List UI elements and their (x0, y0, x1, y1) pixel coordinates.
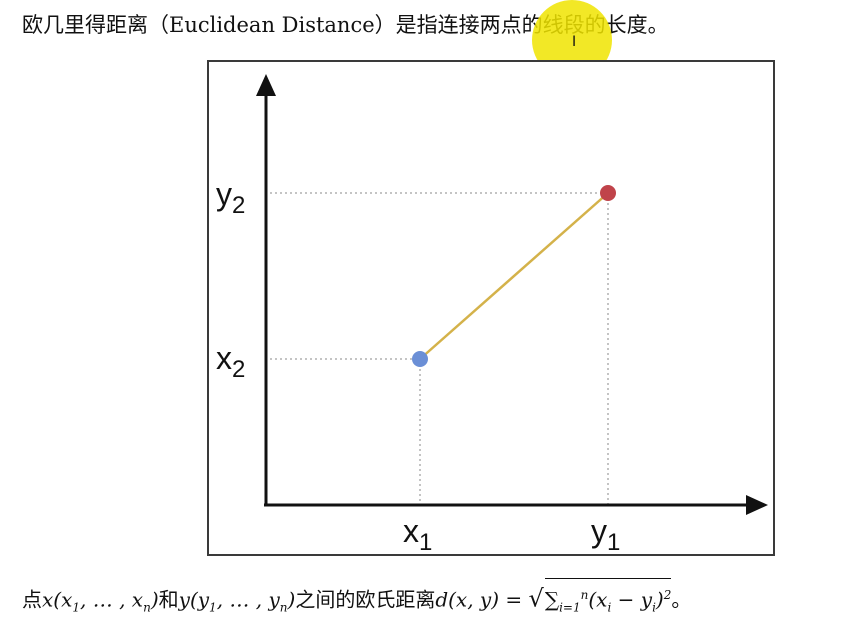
formula-x-sub1: 1 (72, 600, 81, 615)
formula-sum-sub: i=1 (559, 600, 581, 615)
formula-x-subn: n (143, 600, 151, 615)
sqrt-icon: √ (528, 584, 544, 613)
header-cn-part-2: ）是指连接两点的线段的长度。 (374, 13, 669, 37)
formula-y-close: ) (287, 587, 296, 612)
formula-and: 和 (158, 587, 179, 612)
tick-label-x2: x2 (216, 340, 245, 383)
formula-radicand: ∑i=1n(xi − yi)2 (544, 578, 672, 623)
formula-sum-sup: n (580, 588, 589, 602)
formula-inner-sub-i: i (607, 600, 612, 615)
x-axis-arrow-icon (746, 495, 768, 515)
formula-x-close: ) (150, 587, 159, 612)
formula-inner-sub-i2: i (652, 600, 656, 615)
formula-y-sub1: 1 (209, 600, 217, 615)
header-en-part: Euclidean Distance (169, 13, 375, 37)
distance-segment (419, 192, 609, 360)
formula-y-point: y(y (178, 587, 210, 612)
formula-between: 之间的欧氏距离 (295, 587, 436, 612)
formula-d-expr: d(x, y) = (435, 587, 529, 612)
formula-prefix: 点 (22, 587, 42, 612)
header-text: 欧几里得距离（Euclidean Distance）是指连接两点的线段的长度。 (22, 10, 669, 40)
formula-inner-minus: − y (611, 587, 653, 612)
formula-inner: (x (588, 587, 608, 612)
tick-label-x1: x1 (403, 513, 432, 556)
point-y (600, 185, 616, 201)
formula-y-subn: n (279, 600, 288, 615)
formula-x-mid: , … , x (80, 587, 144, 612)
figure-frame (207, 60, 775, 556)
formula-y-mid: , … , y (216, 587, 280, 612)
formula-power: 2 (663, 588, 672, 602)
formula-sum: ∑ (544, 587, 560, 612)
distance-formula: 点x(x1, … , xn)和y(y1, … , yn)之间的欧氏距离d(x, … (22, 578, 691, 623)
y-axis-arrow-icon (256, 74, 276, 96)
formula-inner-close: ) (655, 587, 664, 612)
tick-label-y1: y1 (591, 513, 620, 556)
point-x (412, 351, 428, 367)
formula-x-point: x(x (42, 587, 73, 612)
text-cursor-icon: I (572, 34, 577, 50)
header-cn-part-1: 欧几里得距离（ (22, 13, 169, 37)
formula-end: 。 (671, 587, 692, 612)
tick-label-y2: y2 (216, 176, 245, 219)
